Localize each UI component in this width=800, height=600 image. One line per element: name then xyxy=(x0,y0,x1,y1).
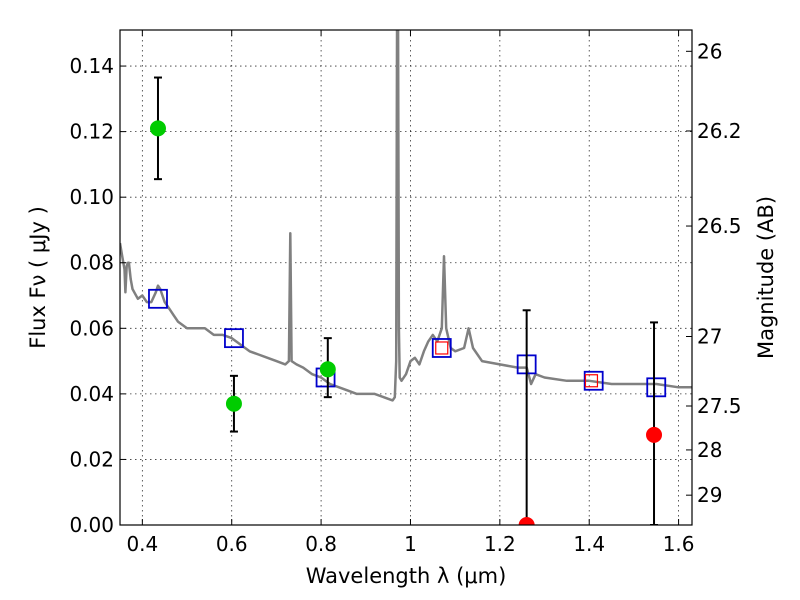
right-tick-label: 29 xyxy=(697,483,722,507)
model-spectrum xyxy=(120,30,692,402)
y-axis-label: Flux Fν ( μJy ) xyxy=(26,206,50,349)
right-tick-label: 27.5 xyxy=(697,394,742,418)
observed-upper-square xyxy=(584,374,599,388)
right-axis-label: Magnitude (AB) xyxy=(754,196,778,359)
grid xyxy=(120,30,692,526)
right-tick-label: 26.5 xyxy=(697,214,742,238)
x-axis-label: Wavelength λ (μm) xyxy=(306,564,507,588)
data-points xyxy=(148,76,667,525)
right-tick-label: 26.2 xyxy=(697,119,742,143)
axis-ticks: 0.4 0.6 0.8 1 1.2 1.4 1.6 0.00 0.02 0.04 0.06 0.08 0… xyxy=(69,30,742,556)
x-tick-label: 1.4 xyxy=(573,532,605,556)
y-tick-label: 0.02 xyxy=(69,447,114,471)
observed-point xyxy=(646,426,663,443)
y-tick-label: 0.06 xyxy=(69,316,114,340)
x-tick-label: 1.6 xyxy=(663,532,695,556)
plot-frame xyxy=(119,29,693,526)
observed-point xyxy=(149,120,166,137)
right-tick-label: 27 xyxy=(697,325,722,349)
observed-point xyxy=(319,361,336,378)
right-tick-label: 28 xyxy=(697,438,722,462)
y-tick-label: 0.00 xyxy=(69,513,114,537)
observed-upper-square xyxy=(435,341,449,355)
model-photometry-square xyxy=(431,338,452,358)
model-photometry-square xyxy=(224,328,244,349)
model-photometry-square xyxy=(148,288,168,309)
right-tick-label: 26 xyxy=(697,39,722,63)
y-tick-label: 0.08 xyxy=(69,251,114,275)
x-tick-label: 1 xyxy=(404,532,417,556)
y-tick-label: 0.10 xyxy=(69,185,114,209)
model-photometry-square xyxy=(583,370,604,391)
x-tick-label: 1.2 xyxy=(484,532,516,556)
y-tick-label: 0.14 xyxy=(69,54,114,78)
x-tick-label: 0.4 xyxy=(126,532,158,556)
y-tick-label: 0.04 xyxy=(69,382,114,406)
x-tick-label: 0.6 xyxy=(216,532,248,556)
observed-point xyxy=(225,395,242,412)
model-photometry-square xyxy=(646,377,667,398)
observed-point xyxy=(518,517,535,525)
x-tick-label: 0.8 xyxy=(305,532,337,556)
model-spectrum-line xyxy=(120,30,692,402)
y-tick-label: 0.12 xyxy=(69,120,114,144)
